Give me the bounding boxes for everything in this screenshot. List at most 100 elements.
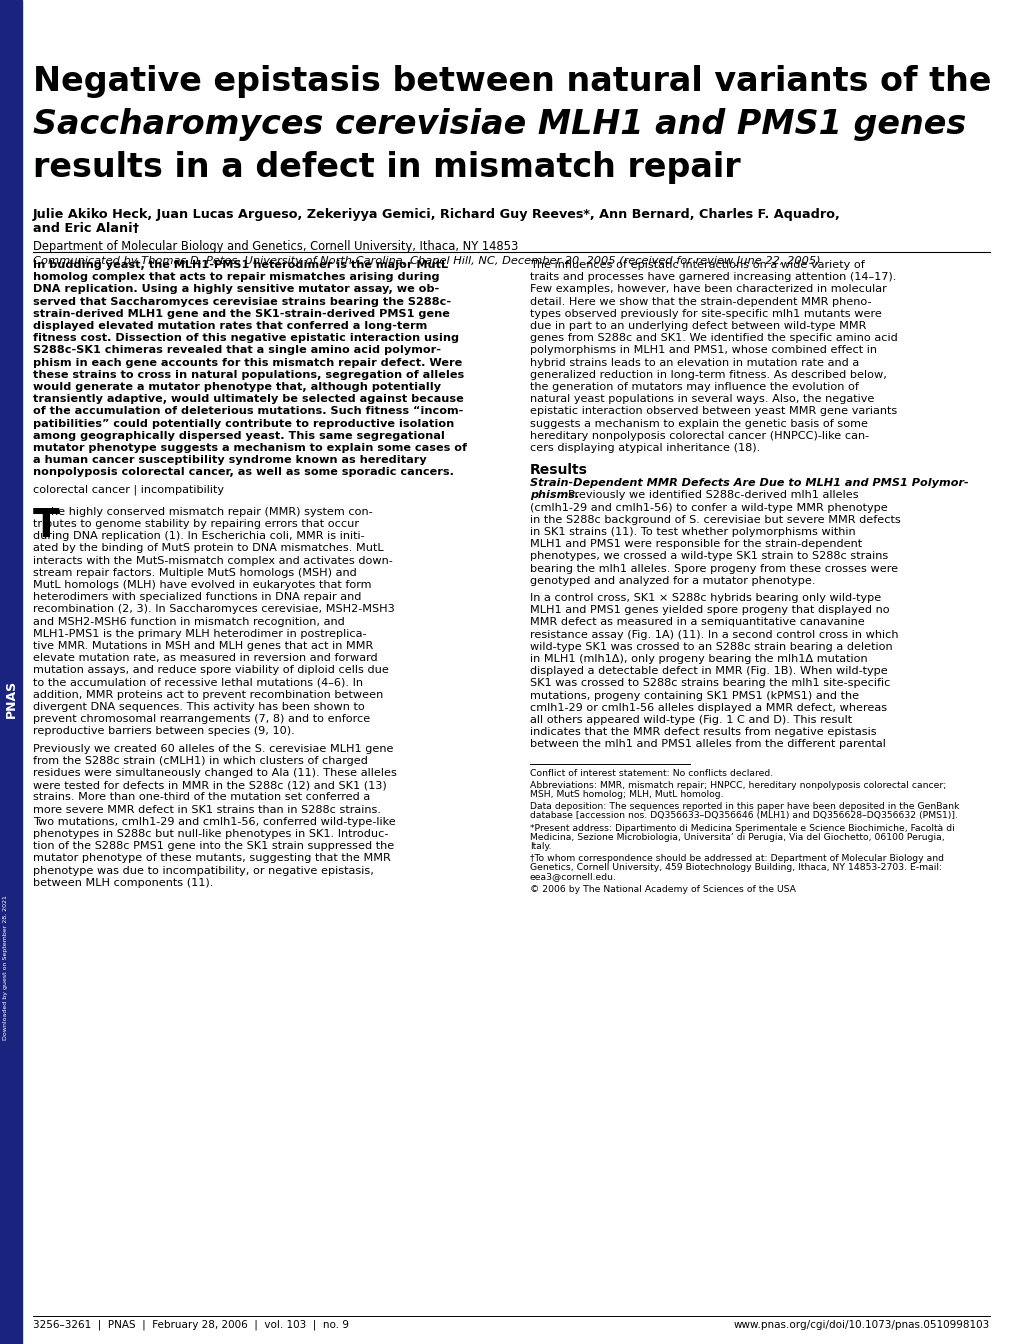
Text: tion of the S288c PMS1 gene into the SK1 strain suppressed the: tion of the S288c PMS1 gene into the SK1… [33, 841, 394, 851]
Text: heterodimers with specialized functions in DNA repair and: heterodimers with specialized functions … [33, 593, 361, 602]
Text: to the accumulation of recessive lethal mutations (4–6). In: to the accumulation of recessive lethal … [33, 677, 363, 688]
Text: tributes to genome stability by repairing errors that occur: tributes to genome stability by repairin… [33, 519, 359, 530]
Text: transiently adaptive, would ultimately be selected against because: transiently adaptive, would ultimately b… [33, 394, 464, 405]
Text: in the S288c background of S. cerevisiae but severe MMR defects: in the S288c background of S. cerevisiae… [530, 515, 900, 524]
Text: Data deposition: The sequences reported in this paper have been deposited in the: Data deposition: The sequences reported … [530, 802, 959, 812]
Text: natural yeast populations in several ways. Also, the negative: natural yeast populations in several way… [530, 394, 873, 405]
Text: genes from S288c and SK1. We identified the specific amino acid: genes from S288c and SK1. We identified … [530, 333, 897, 343]
Text: cers displaying atypical inheritance (18).: cers displaying atypical inheritance (18… [530, 444, 759, 453]
Text: epistatic interaction observed between yeast MMR gene variants: epistatic interaction observed between y… [530, 406, 897, 417]
Text: in MLH1 (mlh1Δ), only progeny bearing the mlh1Δ mutation: in MLH1 (mlh1Δ), only progeny bearing th… [530, 655, 867, 664]
Text: T: T [33, 507, 59, 544]
Text: Strain-Dependent MMR Defects Are Due to MLH1 and PMS1 Polymor-: Strain-Dependent MMR Defects Are Due to … [530, 478, 968, 488]
Text: phenotype was due to incompatibility, or negative epistasis,: phenotype was due to incompatibility, or… [33, 866, 374, 875]
Text: the generation of mutators may influence the evolution of: the generation of mutators may influence… [530, 382, 858, 392]
Text: Downloaded by guest on September 28, 2021: Downloaded by guest on September 28, 202… [3, 895, 8, 1040]
Text: nonpolyposis colorectal cancer, as well as some sporadic cancers.: nonpolyposis colorectal cancer, as well … [33, 468, 453, 477]
Text: Saccharomyces cerevisiae MLH1 and PMS1 genes: Saccharomyces cerevisiae MLH1 and PMS1 g… [33, 108, 965, 141]
Text: Julie Akiko Heck, Juan Lucas Argueso, Zekeriyya Gemici, Richard Guy Reeves*, Ann: Julie Akiko Heck, Juan Lucas Argueso, Ze… [33, 208, 840, 220]
Text: reproductive barriers between species (9, 10).: reproductive barriers between species (9… [33, 726, 294, 737]
Text: Italy.: Italy. [530, 841, 551, 851]
Text: indicates that the MMR defect results from negative epistasis: indicates that the MMR defect results fr… [530, 727, 875, 738]
Text: among geographically dispersed yeast. This same segregational: among geographically dispersed yeast. Th… [33, 431, 444, 441]
Text: were tested for defects in MMR in the S288c (12) and SK1 (13): were tested for defects in MMR in the S2… [33, 781, 386, 790]
Text: MutL homologs (MLH) have evolved in eukaryotes that form: MutL homologs (MLH) have evolved in euka… [33, 581, 371, 590]
Text: database [accession nos. DQ356633–DQ356646 (MLH1) and DQ356628–DQ356632 (PMS1)].: database [accession nos. DQ356633–DQ3566… [530, 812, 957, 820]
Text: displayed a detectable defect in MMR (Fig. 1B). When wild-type: displayed a detectable defect in MMR (Fi… [530, 667, 887, 676]
Text: detail. Here we show that the strain-dependent MMR pheno-: detail. Here we show that the strain-dep… [530, 297, 870, 306]
Text: © 2006 by The National Academy of Sciences of the USA: © 2006 by The National Academy of Scienc… [530, 884, 795, 894]
Text: displayed elevated mutation rates that conferred a long-term: displayed elevated mutation rates that c… [33, 321, 427, 331]
Text: mutator phenotype of these mutants, suggesting that the MMR: mutator phenotype of these mutants, sugg… [33, 853, 390, 863]
Text: during DNA replication (1). In Escherichia coli, MMR is initi-: during DNA replication (1). In Escherich… [33, 531, 364, 542]
Text: †To whom correspondence should be addressed at: Department of Molecular Biology : †To whom correspondence should be addres… [530, 855, 943, 863]
Text: bearing the mlh1 alleles. Spore progeny from these crosses were: bearing the mlh1 alleles. Spore progeny … [530, 563, 898, 574]
Text: patibilities” could potentially contribute to reproductive isolation: patibilities” could potentially contribu… [33, 418, 453, 429]
Text: genotyped and analyzed for a mutator phenotype.: genotyped and analyzed for a mutator phe… [530, 575, 815, 586]
Bar [0, 0, 22, 1344]
Text: Medicina, Sezione Microbiologia, Universita’ di Perugia, Via del Giochetto, 0610: Medicina, Sezione Microbiologia, Univers… [530, 833, 944, 841]
Text: from the S288c strain (cMLH1) in which clusters of charged: from the S288c strain (cMLH1) in which c… [33, 755, 368, 766]
Text: Two mutations, cmlh1-29 and cmlh1-56, conferred wild-type-like: Two mutations, cmlh1-29 and cmlh1-56, co… [33, 817, 395, 827]
Text: Few examples, however, have been characterized in molecular: Few examples, however, have been charact… [530, 285, 886, 294]
Text: generalized reduction in long-term fitness. As described below,: generalized reduction in long-term fitne… [530, 370, 886, 380]
Text: mutator phenotype suggests a mechanism to explain some cases of: mutator phenotype suggests a mechanism t… [33, 444, 467, 453]
Text: hybrid strains leads to an elevation in mutation rate and a: hybrid strains leads to an elevation in … [530, 358, 858, 368]
Text: 3256–3261  |  PNAS  |  February 28, 2006  |  vol. 103  |  no. 9: 3256–3261 | PNAS | February 28, 2006 | v… [33, 1320, 348, 1331]
Text: strains. More than one-third of the mutation set conferred a: strains. More than one-third of the muta… [33, 793, 370, 802]
Text: addition, MMR proteins act to prevent recombination between: addition, MMR proteins act to prevent re… [33, 689, 383, 700]
Text: Negative epistasis between natural variants of the: Negative epistasis between natural varia… [33, 65, 990, 98]
Text: and MSH2-MSH6 function in mismatch recognition, and: and MSH2-MSH6 function in mismatch recog… [33, 617, 344, 626]
Text: mutations, progeny containing SK1 PMS1 (kPMS1) and the: mutations, progeny containing SK1 PMS1 (… [530, 691, 858, 700]
Text: recombination (2, 3). In Saccharomyces cerevisiae, MSH2-MSH3: recombination (2, 3). In Saccharomyces c… [33, 605, 394, 614]
Text: S288c-SK1 chimeras revealed that a single amino acid polymor-: S288c-SK1 chimeras revealed that a singl… [33, 345, 440, 355]
Text: interacts with the MutS-mismatch complex and activates down-: interacts with the MutS-mismatch complex… [33, 555, 392, 566]
Text: these strains to cross in natural populations, segregation of alleles: these strains to cross in natural popula… [33, 370, 464, 380]
Text: homolog complex that acts to repair mismatches arising during: homolog complex that acts to repair mism… [33, 273, 439, 282]
Text: MLH1 and PMS1 genes yielded spore progeny that displayed no: MLH1 and PMS1 genes yielded spore progen… [530, 605, 889, 616]
Text: more severe MMR defect in SK1 strains than in S288c strains.: more severe MMR defect in SK1 strains th… [33, 805, 381, 814]
Text: (cmlh1-29 and cmlh1-56) to confer a wild-type MMR phenotype: (cmlh1-29 and cmlh1-56) to confer a wild… [530, 503, 887, 512]
Text: Results: Results [530, 464, 587, 477]
Text: in SK1 strains (11). To test whether polymorphisms within: in SK1 strains (11). To test whether pol… [530, 527, 855, 538]
Text: cmlh1-29 or cmlh1-56 alleles displayed a MMR defect, whereas: cmlh1-29 or cmlh1-56 alleles displayed a… [530, 703, 887, 712]
Text: Previously we created 60 alleles of the S. cerevisiae MLH1 gene: Previously we created 60 alleles of the … [33, 743, 393, 754]
Text: prevent chromosomal rearrangements (7, 8) and to enforce: prevent chromosomal rearrangements (7, 8… [33, 714, 370, 724]
Text: traits and processes have garnered increasing attention (14–17).: traits and processes have garnered incre… [530, 273, 896, 282]
Text: between MLH components (11).: between MLH components (11). [33, 878, 213, 888]
Text: Previously we identified S288c-derived mlh1 alleles: Previously we identified S288c-derived m… [568, 491, 858, 500]
Text: residues were simultaneously changed to Ala (11). These alleles: residues were simultaneously changed to … [33, 767, 396, 778]
Text: wild-type SK1 was crossed to an S288c strain bearing a deletion: wild-type SK1 was crossed to an S288c st… [530, 642, 892, 652]
Text: of the accumulation of deleterious mutations. Such fitness “incom-: of the accumulation of deleterious mutat… [33, 406, 463, 417]
Text: PNAS: PNAS [4, 680, 17, 718]
Text: hereditary nonpolyposis colorectal cancer (HNPCC)-like can-: hereditary nonpolyposis colorectal cance… [530, 431, 868, 441]
Text: MLH1-PMS1 is the primary MLH heterodimer in postreplica-: MLH1-PMS1 is the primary MLH heterodimer… [33, 629, 366, 638]
Text: The influences of epistatic interactions on a wide variety of: The influences of epistatic interactions… [530, 259, 864, 270]
Text: elevate mutation rate, as measured in reversion and forward: elevate mutation rate, as measured in re… [33, 653, 377, 663]
Text: and Eric Alani†: and Eric Alani† [33, 222, 139, 235]
Text: stream repair factors. Multiple MutS homologs (MSH) and: stream repair factors. Multiple MutS hom… [33, 567, 357, 578]
Text: In a control cross, SK1 × S288c hybrids bearing only wild-type: In a control cross, SK1 × S288c hybrids … [530, 593, 880, 603]
Text: served that Saccharomyces cerevisiae strains bearing the S288c-: served that Saccharomyces cerevisiae str… [33, 297, 450, 306]
Text: eea3@cornell.edu.: eea3@cornell.edu. [530, 872, 616, 882]
Text: phism in each gene accounts for this mismatch repair defect. Were: phism in each gene accounts for this mis… [33, 358, 462, 368]
Text: *Present address: Dipartimento di Medicina Sperimentale e Science Biochimiche, F: *Present address: Dipartimento di Medici… [530, 824, 954, 832]
Text: phisms.: phisms. [530, 491, 583, 500]
Text: polymorphisms in MLH1 and PMS1, whose combined effect in: polymorphisms in MLH1 and PMS1, whose co… [530, 345, 876, 355]
Text: Abbreviations: MMR, mismatch repair; HNPCC, hereditary nonpolyposis colorectal c: Abbreviations: MMR, mismatch repair; HNP… [530, 781, 946, 790]
Text: SK1 was crossed to S288c strains bearing the mlh1 site-specific: SK1 was crossed to S288c strains bearing… [530, 679, 890, 688]
Text: colorectal cancer | incompatibility: colorectal cancer | incompatibility [33, 485, 224, 495]
Text: tive MMR. Mutations in MSH and MLH genes that act in MMR: tive MMR. Mutations in MSH and MLH genes… [33, 641, 373, 650]
Text: MSH, MutS homolog; MLH, MutL homolog.: MSH, MutS homolog; MLH, MutL homolog. [530, 790, 722, 798]
Text: Department of Molecular Biology and Genetics, Cornell University, Ithaca, NY 148: Department of Molecular Biology and Gene… [33, 241, 518, 253]
Text: strain-derived MLH1 gene and the SK1-strain-derived PMS1 gene: strain-derived MLH1 gene and the SK1-str… [33, 309, 449, 319]
Text: resistance assay (Fig. 1A) (11). In a second control cross in which: resistance assay (Fig. 1A) (11). In a se… [530, 629, 898, 640]
Text: mutation assays, and reduce spore viability of diploid cells due: mutation assays, and reduce spore viabil… [33, 665, 388, 676]
Text: fitness cost. Dissection of this negative epistatic interaction using: fitness cost. Dissection of this negativ… [33, 333, 459, 343]
Text: due in part to an underlying defect between wild-type MMR: due in part to an underlying defect betw… [530, 321, 865, 331]
Text: divergent DNA sequences. This activity has been shown to: divergent DNA sequences. This activity h… [33, 702, 365, 712]
Text: Genetics, Cornell University, 459 Biotechnology Building, Ithaca, NY 14853-2703.: Genetics, Cornell University, 459 Biotec… [530, 863, 942, 872]
Text: www.pnas.org/cgi/doi/10.1073/pnas.0510998103: www.pnas.org/cgi/doi/10.1073/pnas.051099… [733, 1320, 989, 1331]
Text: Conflict of interest statement: No conflicts declared.: Conflict of interest statement: No confl… [530, 769, 772, 778]
Text: results in a defect in mismatch repair: results in a defect in mismatch repair [33, 151, 740, 184]
